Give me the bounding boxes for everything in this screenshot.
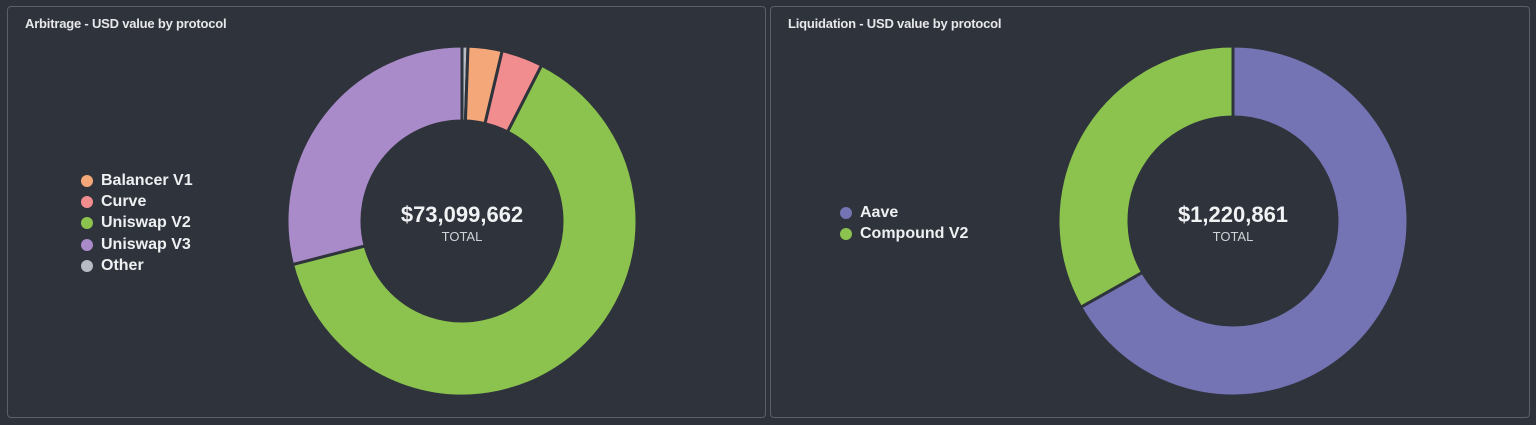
legend-label: Other <box>101 256 144 274</box>
arbitrage-slice-uniswap-v2[interactable] <box>290 63 639 398</box>
legend-swatch-icon <box>81 174 93 187</box>
arbitrage-legend-item-uniswap-v2[interactable]: Uniswap V2 <box>81 213 193 234</box>
arbitrage-slice-uniswap-v3[interactable] <box>285 44 464 267</box>
liquidation-slice-compound-v2[interactable] <box>1056 44 1235 310</box>
legend-swatch-icon <box>840 227 852 240</box>
liquidation-legend: Aave Compound V2 <box>840 202 968 245</box>
arbitrage-slices <box>285 44 639 398</box>
liquidation-legend-item-aave[interactable]: Aave <box>840 202 968 223</box>
legend-label: Compound V2 <box>860 224 969 242</box>
liquidation-chart-title: Liquidation - USD value by protocol <box>788 16 1002 31</box>
arbitrage-legend-item-uniswap-v3[interactable]: Uniswap V3 <box>81 234 193 255</box>
legend-label: Uniswap V2 <box>101 214 191 232</box>
liquidation-total-label: TOTAL <box>1213 229 1254 244</box>
arbitrage-legend-item-balancer-v1[interactable]: Balancer V1 <box>81 170 193 191</box>
legend-swatch-icon <box>81 195 93 208</box>
legend-label: Balancer V1 <box>101 171 193 189</box>
arbitrage-legend: Balancer V1 Curve Uniswap V2 Uniswap V3 Othe… <box>81 170 193 276</box>
arbitrage-legend-item-other[interactable]: Other <box>81 255 193 276</box>
liquidation-legend-item-compound-v2[interactable]: Compound V2 <box>840 223 968 244</box>
arbitrage-panel: Arbitrage - USD value by protocol Balanc… <box>7 6 766 418</box>
legend-swatch-icon <box>81 259 93 272</box>
liquidation-panel: Liquidation - USD value by protocol Aave… <box>770 6 1530 418</box>
arbitrage-donut-chart: $73,099,662 TOTAL <box>285 44 639 398</box>
liquidation-donut-chart: $1,220,861 TOTAL <box>1056 44 1410 398</box>
liquidation-total-value: $1,220,861 <box>1178 202 1288 227</box>
liquidation-slice-aave[interactable] <box>1078 44 1410 398</box>
arbitrage-legend-item-curve[interactable]: Curve <box>81 191 193 212</box>
legend-label: Uniswap V3 <box>101 235 191 253</box>
legend-label: Aave <box>860 203 899 221</box>
legend-swatch-icon <box>840 206 852 219</box>
arbitrage-chart-title: Arbitrage - USD value by protocol <box>25 16 227 31</box>
arbitrage-total-value: $73,099,662 <box>401 202 523 227</box>
liquidation-slices <box>1056 44 1410 398</box>
legend-label: Curve <box>101 192 147 210</box>
arbitrage-total-label: TOTAL <box>442 229 483 244</box>
legend-swatch-icon <box>81 217 93 230</box>
legend-swatch-icon <box>81 238 93 251</box>
